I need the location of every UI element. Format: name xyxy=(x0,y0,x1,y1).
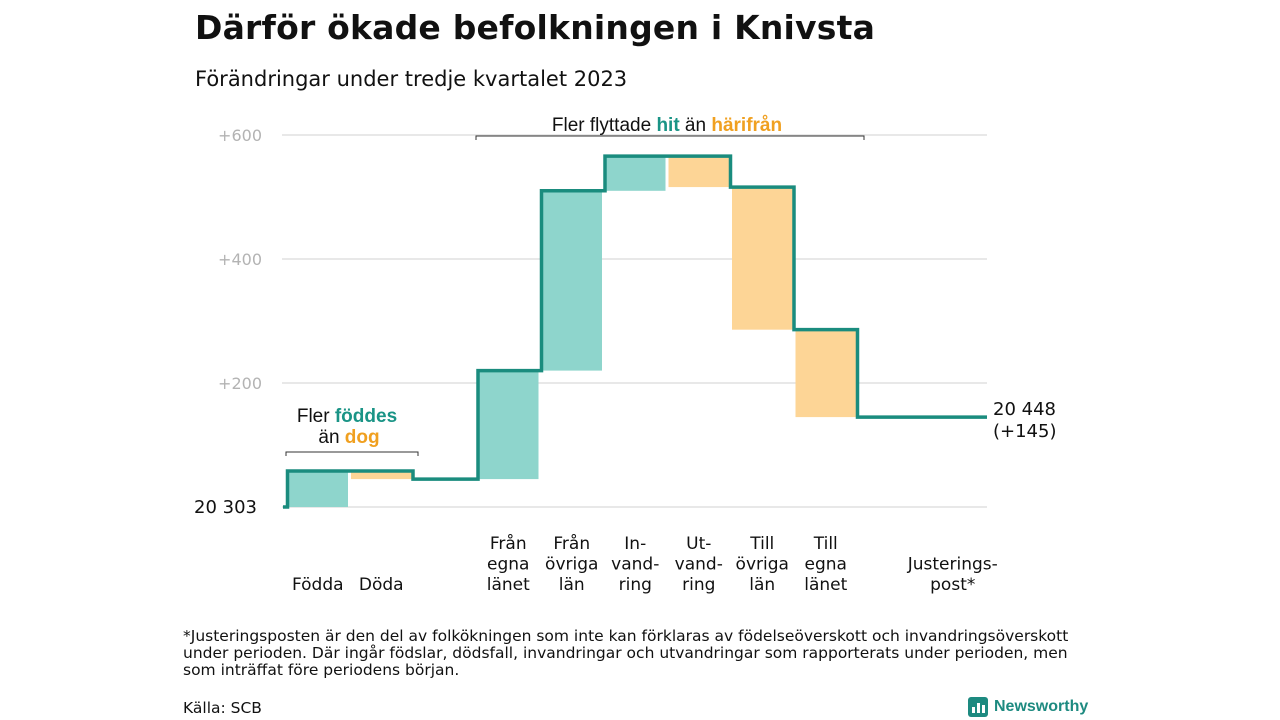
category-label: ring xyxy=(619,575,652,595)
births-annotation-line1-part: föddes xyxy=(335,406,397,427)
bar-döda xyxy=(351,471,412,480)
category-label: Till xyxy=(813,534,838,554)
bar-frånövrigalän xyxy=(541,190,602,371)
brand-logo: Newsworthy xyxy=(968,697,1088,717)
migration-bracket xyxy=(475,135,865,140)
category-label: Döda xyxy=(359,575,404,595)
category-label: övriga xyxy=(736,555,789,575)
category-label: Från xyxy=(490,533,527,554)
bar-frånegnalänet xyxy=(478,370,539,480)
source-label: Källa: SCB xyxy=(183,699,262,717)
category-label: Till xyxy=(749,534,774,554)
bar-födda xyxy=(287,471,348,507)
category-label: länet xyxy=(804,575,847,595)
category-label: övriga xyxy=(545,555,598,575)
category-label: vand- xyxy=(611,555,659,575)
category-label: län xyxy=(559,575,585,595)
running-total-line xyxy=(283,154,987,509)
migration-annotation-part: hit xyxy=(656,115,680,136)
footnote: *Justeringsposten är den del av folkökni… xyxy=(183,627,1069,679)
bar-utvandring xyxy=(668,156,729,188)
category-label: vand- xyxy=(675,555,723,575)
births-annotation-line1-part: Fler xyxy=(297,406,335,427)
category-label: ring xyxy=(682,575,715,595)
category-label: Födda xyxy=(292,575,344,595)
category-label: Ut- xyxy=(686,534,711,554)
category-label: In- xyxy=(624,534,646,554)
migration-annotation-part: härifrån xyxy=(711,115,782,136)
migration-annotation: Fler flyttade hit än härifrån xyxy=(552,115,782,136)
brand-name: Newsworthy xyxy=(994,698,1089,715)
births-annotation-line1: Fler föddes xyxy=(297,406,397,427)
births-annotation-line2-part: än xyxy=(318,427,344,448)
bar-tillegnalänet xyxy=(795,329,856,418)
births-annotation-line2-part: dog xyxy=(345,427,380,448)
start-value-label: 20 303 xyxy=(194,497,257,518)
category-label: länet xyxy=(487,575,530,595)
births-bracket xyxy=(285,451,419,456)
births-annotation-line2: än dog xyxy=(318,427,379,448)
chart-title: Därför ökade befolkningen i Knivsta xyxy=(195,8,876,47)
category-label: län xyxy=(749,575,775,595)
category-label: egna xyxy=(487,555,529,575)
bar-invandring xyxy=(605,156,666,191)
chart-subtitle: Förändringar under tredje kvartalet 2023 xyxy=(195,67,628,91)
category-label: post* xyxy=(930,575,975,595)
end-value-label: 20 448 xyxy=(993,399,1056,420)
migration-annotation-part: än xyxy=(680,115,712,136)
y-tick-label: +200 xyxy=(218,374,262,393)
bar-tillövrigalän xyxy=(732,187,793,330)
migration-annotation-part: Fler flyttade xyxy=(552,115,657,136)
y-tick-label: +600 xyxy=(218,126,262,145)
category-label: Justerings- xyxy=(907,555,998,575)
y-tick-label: +400 xyxy=(218,250,262,269)
end-change-label: (+145) xyxy=(993,421,1056,442)
category-label: Från xyxy=(553,533,590,554)
chart-logo-icon xyxy=(968,697,988,717)
category-label: egna xyxy=(805,555,847,575)
